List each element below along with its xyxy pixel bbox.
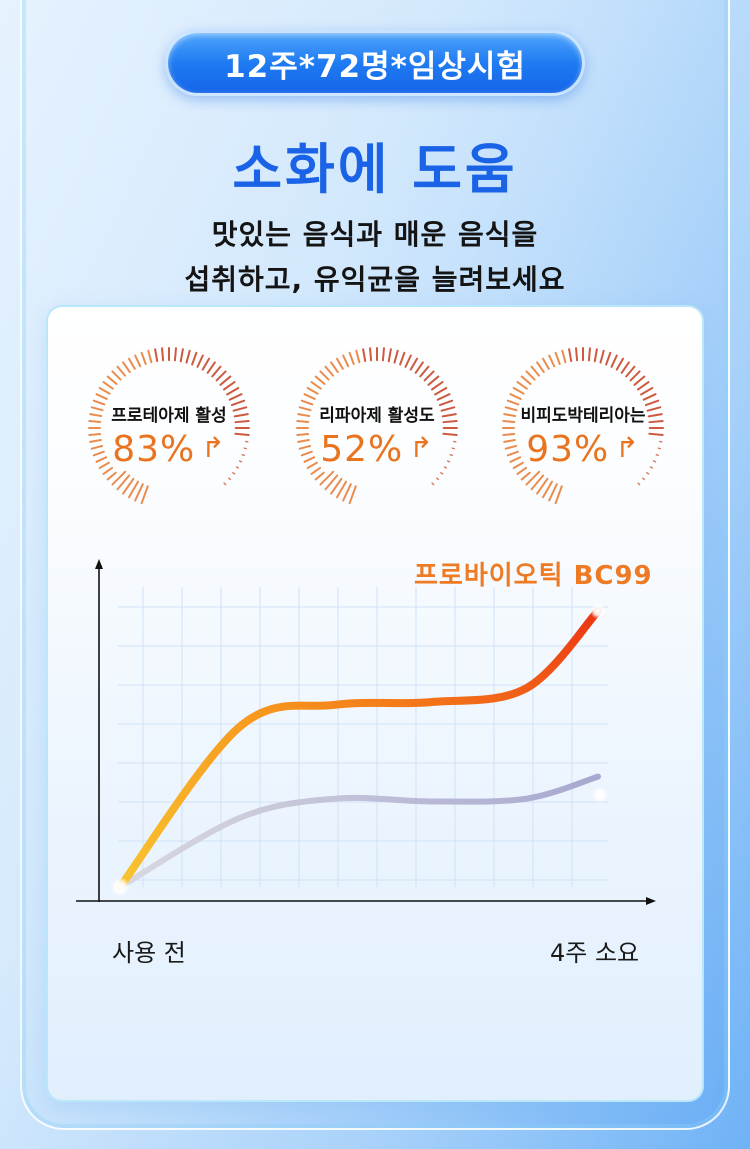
up-arrow-icon: ↱ <box>409 431 434 464</box>
gauge-lipase: 리파아제 활성도 52% ↱ <box>294 345 460 511</box>
x-axis-arrow-icon <box>646 897 656 905</box>
bc99-end-marker <box>590 603 606 619</box>
gauge-value-text: 83% <box>112 429 196 470</box>
badge-text: 12주*72명*임상시험 <box>224 48 526 85</box>
gauge-ring-icon <box>296 347 458 505</box>
subtitle: 맛있는 음식과 매운 음식을 섭취하고, 유익균을 늘려보세요 <box>0 212 750 302</box>
gauge-label: 비피도박테리아는 <box>520 406 646 426</box>
series-baseline-line <box>117 773 601 890</box>
subtitle-line-1: 맛있는 음식과 매운 음식을 <box>211 218 539 251</box>
up-arrow-icon: ↱ <box>201 431 226 464</box>
gauge-ring-icon <box>502 347 664 505</box>
subtitle-line-2: 섭취하고, 유익균을 늘려보세요 <box>184 263 566 296</box>
results-card: 프로테아제 활성 83% ↱ 리파아제 활성도 52% ↱ 비피도박테리아는 93%… <box>46 305 704 1102</box>
up-arrow-icon: ↱ <box>615 431 640 464</box>
gauge-value: 52% ↱ <box>294 429 460 470</box>
gauge-value: 93% ↱ <box>500 429 666 470</box>
gauge-value: 83% ↱ <box>86 429 252 470</box>
line-chart <box>76 559 656 905</box>
series-bc99-line <box>116 607 602 891</box>
y-axis-arrow-icon <box>95 559 103 569</box>
gauge-label: 리파아제 활성도 <box>319 406 435 426</box>
gauge-value-text: 93% <box>526 429 610 470</box>
trial-badge: 12주*72명*임상시험 <box>165 30 585 96</box>
x-label-end: 4주 소요 <box>550 939 640 967</box>
start-point-marker <box>110 877 130 897</box>
gauge-label: 프로테아제 활성 <box>111 406 227 426</box>
series-label-bc99: 프로바이오틱 BC99 <box>414 561 653 591</box>
gauge-ring-icon <box>88 347 250 505</box>
gauge-bifidobacteria: 비피도박테리아는 93% ↱ <box>500 345 666 511</box>
page-title: 소화에 도움 <box>232 138 518 201</box>
gauge-protease: 프로테아제 활성 83% ↱ <box>86 345 252 511</box>
baseline-end-marker <box>592 787 608 803</box>
gauge-value-text: 52% <box>320 429 404 470</box>
x-label-start: 사용 전 <box>112 939 186 967</box>
